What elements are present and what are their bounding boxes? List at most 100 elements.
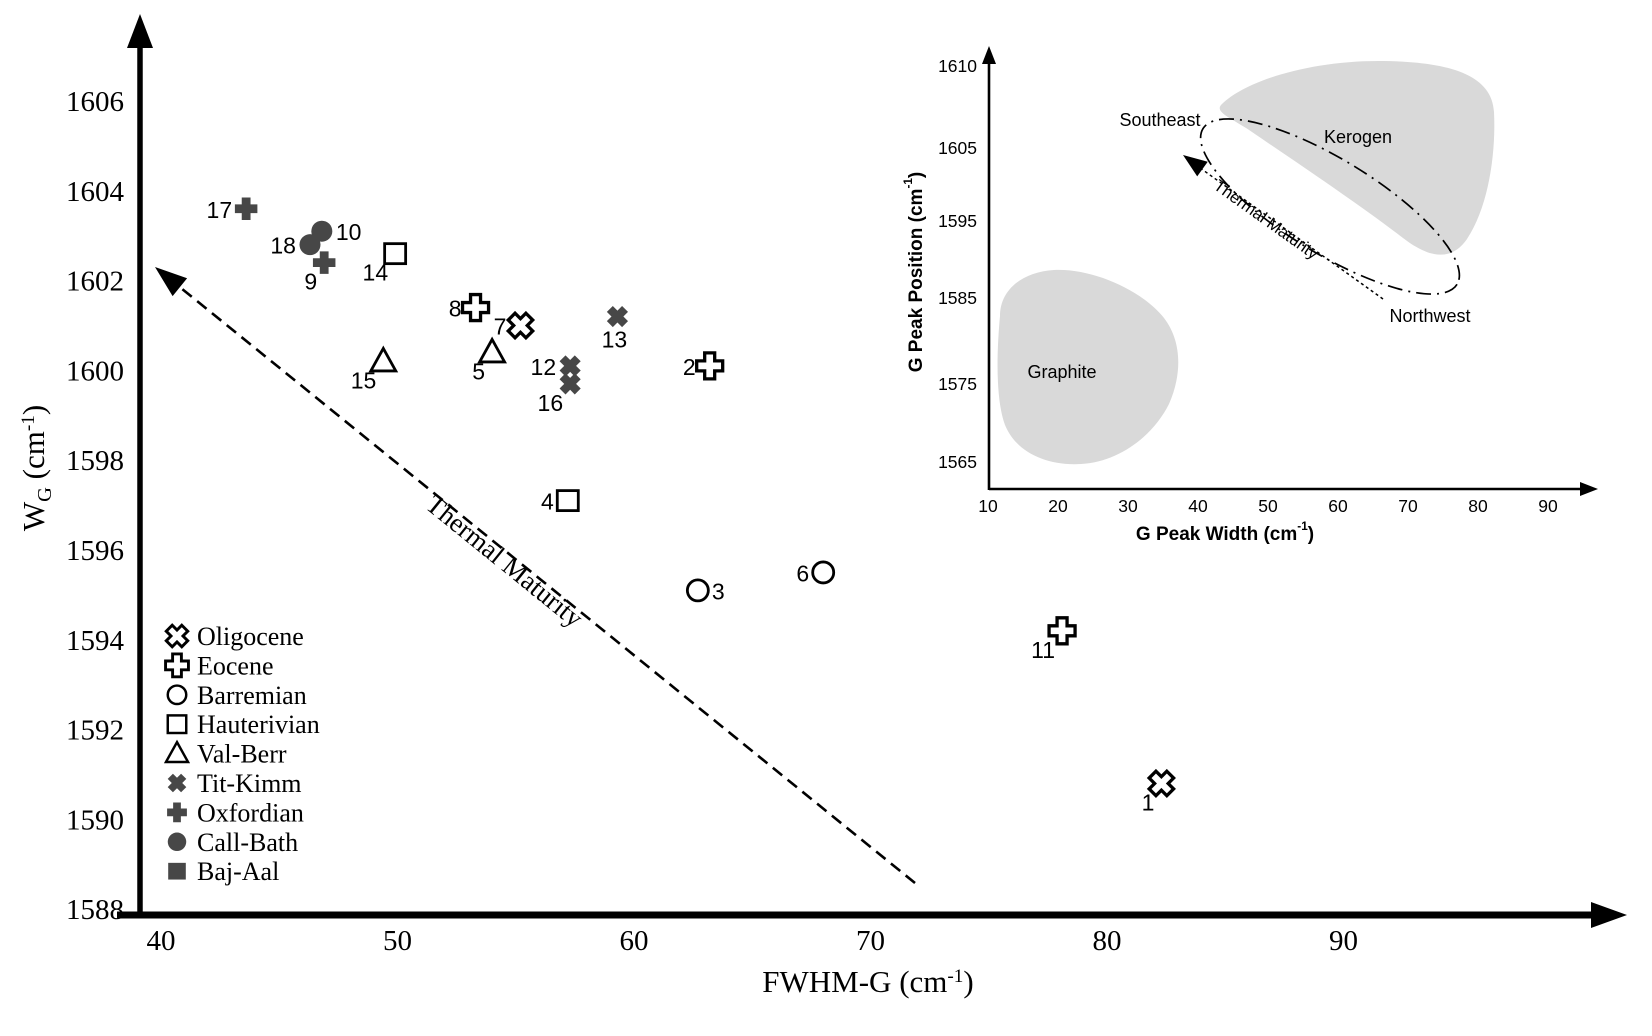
legend: OligoceneEoceneBarremianHauterivianVal-B… xyxy=(163,622,320,886)
marker-filled-x xyxy=(559,355,581,377)
y-axis-arrowhead xyxy=(127,14,153,48)
legend-label: Baj-Aal xyxy=(197,857,279,886)
legend-label: Eocene xyxy=(197,651,274,680)
inset-thermal-maturity-arrowhead xyxy=(1183,155,1208,177)
inset-x-tick-label: 90 xyxy=(1538,496,1558,516)
legend-item-call-bath: Call-Bath xyxy=(167,828,298,857)
y-tick-label: 1602 xyxy=(66,266,124,298)
data-point-12: 12 xyxy=(531,354,581,380)
graphite-region xyxy=(997,269,1179,465)
legend-item-oxfordian: Oxfordian xyxy=(167,798,304,827)
data-point-6: 6 xyxy=(796,560,836,586)
data-point-16: 16 xyxy=(538,373,581,416)
inset-x-tick-label: 30 xyxy=(1118,496,1138,516)
marker-filled-x xyxy=(606,305,629,328)
marker-open-x xyxy=(505,310,536,341)
sample-trend-ellipse xyxy=(1199,118,1461,295)
thermal-maturity-arrowhead xyxy=(155,267,188,297)
x-tick-label: 50 xyxy=(383,925,412,957)
legend-marker-open-x xyxy=(164,623,190,649)
data-point-1: 1 xyxy=(1142,768,1176,815)
data-point-17: 17 xyxy=(207,197,258,223)
data-point-number: 9 xyxy=(304,269,317,295)
y-tick-label: 1604 xyxy=(66,176,125,208)
graphite-label: Graphite xyxy=(1027,362,1096,382)
legend-item-baj-aal: Baj-Aal xyxy=(168,857,279,886)
inset-y-tick-label: 1595 xyxy=(938,211,977,231)
legend-label: Oxfordian xyxy=(197,798,304,827)
legend-label: Val-Berr xyxy=(197,740,287,769)
data-point-10: 10 xyxy=(311,219,361,245)
y-tick-label: 1596 xyxy=(66,535,124,567)
inset-x-tick-label: 20 xyxy=(1048,496,1068,516)
legend-label: Oligocene xyxy=(197,622,304,651)
x-tick-label: 70 xyxy=(856,925,885,957)
data-point-number: 6 xyxy=(796,560,809,586)
marker-open-triangle xyxy=(477,336,507,364)
inset-y-axis-title: G Peak Position (cm-1) xyxy=(902,172,927,373)
legend-label: Call-Bath xyxy=(197,828,298,857)
marker-filled-circle xyxy=(311,220,333,242)
inset-y-tick-label: 1565 xyxy=(938,452,977,472)
data-point-number: 15 xyxy=(351,367,377,393)
data-point-number: 8 xyxy=(449,296,462,322)
inset-y-axis-arrowhead xyxy=(982,46,996,64)
data-point-18: 18 xyxy=(270,233,321,259)
data-point-number: 18 xyxy=(270,233,296,259)
marker-open-circle xyxy=(685,578,710,603)
data-point-number: 2 xyxy=(683,354,696,380)
x-axis-arrowhead xyxy=(1591,902,1627,928)
inset-x-tick-label: 10 xyxy=(978,496,998,516)
data-point-3: 3 xyxy=(685,578,725,604)
legend-marker-filled-square xyxy=(168,862,186,880)
data-point-number: 11 xyxy=(1031,637,1055,663)
data-point-number: 3 xyxy=(712,578,725,604)
inset-x-tick-label: 70 xyxy=(1398,496,1418,516)
marker-open-circle xyxy=(811,560,836,585)
inset-thermal-maturity-label: Thermal Maturity xyxy=(1210,177,1322,264)
marker-filled-x xyxy=(559,373,581,395)
inset-x-axis-title: G Peak Width (cm-1) xyxy=(1136,520,1314,545)
marker-filled-plus xyxy=(312,251,336,274)
data-point-4: 4 xyxy=(541,489,580,515)
data-point-7: 7 xyxy=(494,310,536,341)
y-tick-label: 1594 xyxy=(66,625,125,657)
data-point-15: 15 xyxy=(351,345,399,393)
legend-marker-filled-plus xyxy=(167,802,187,823)
inset-y-tick-label: 1610 xyxy=(938,56,977,76)
data-point-number: 1 xyxy=(1142,789,1155,815)
inset-chart: 1610 1605 1595 1585 1575 1565 10 20 30 40 50 60 70 80… xyxy=(902,46,1598,545)
data-point-2: 2 xyxy=(683,351,725,381)
data-point-13: 13 xyxy=(602,305,629,353)
y-tick-label: 1600 xyxy=(66,355,124,387)
inset-x-tick-label: 50 xyxy=(1258,496,1278,516)
marker-filled-plus xyxy=(234,197,258,221)
data-point-number: 14 xyxy=(363,260,389,286)
legend-marker-filled-x xyxy=(167,773,187,793)
inset-x-axis-arrowhead xyxy=(1580,482,1598,496)
x-tick-label: 90 xyxy=(1329,925,1358,957)
data-point-number: 13 xyxy=(602,327,628,353)
marker-open-x xyxy=(1146,768,1176,799)
legend-label: Hauterivian xyxy=(197,710,320,739)
legend-item-val-berr: Val-Berr xyxy=(163,740,287,769)
data-point-number: 5 xyxy=(472,358,485,384)
inset-x-tick-label: 80 xyxy=(1468,496,1488,516)
y-tick-label: 1590 xyxy=(66,804,124,836)
southeast-label: Southeast xyxy=(1119,110,1200,130)
marker-open-plus xyxy=(1047,616,1077,646)
y-tick-label: 1588 xyxy=(66,894,124,926)
data-point-number: 7 xyxy=(494,314,507,340)
data-point-11: 11 xyxy=(1031,616,1077,663)
data-point-number: 4 xyxy=(541,489,554,515)
legend-label: Barremian xyxy=(197,681,307,710)
y-axis-title: WG (cm-1) xyxy=(16,405,56,531)
marker-open-plus xyxy=(695,351,725,381)
x-tick-label: 80 xyxy=(1093,925,1122,957)
data-point-number: 16 xyxy=(538,390,564,416)
y-tick-label: 1606 xyxy=(66,86,124,118)
marker-filled-circle xyxy=(299,234,321,256)
data-point-9: 9 xyxy=(304,251,336,295)
